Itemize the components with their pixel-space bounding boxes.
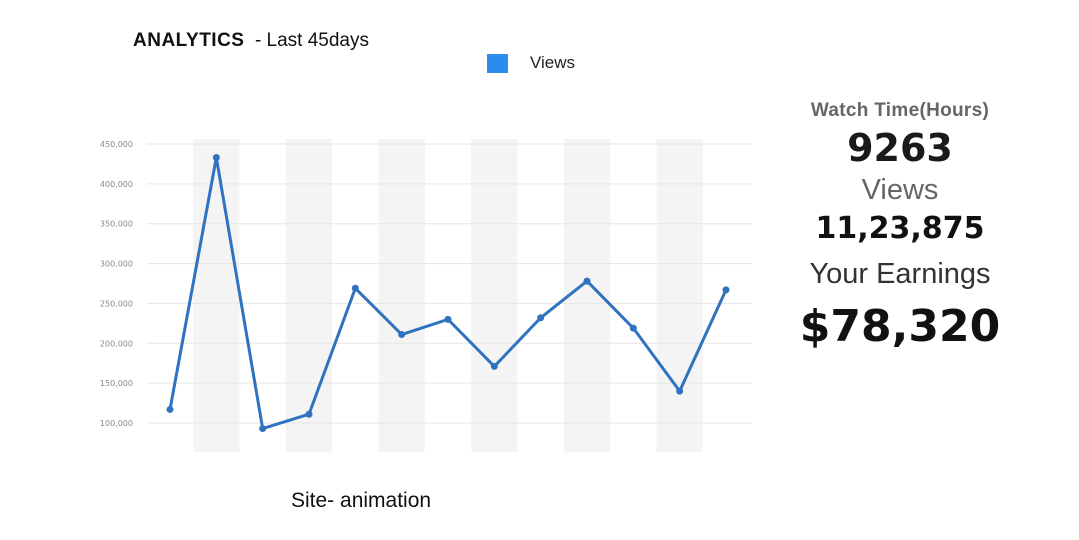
chart-band	[471, 139, 518, 452]
data-point	[722, 286, 730, 294]
data-point	[490, 362, 498, 370]
chart-band	[656, 139, 703, 452]
data-point	[444, 315, 452, 323]
line-chart: 100,000 150,000 200,000 250,000 300,000 350,0…	[100, 139, 752, 452]
chart-bands	[193, 139, 703, 452]
data-point	[583, 277, 591, 285]
legend-swatch	[487, 53, 508, 73]
earnings-label: Your Earnings	[809, 258, 991, 290]
views-value: 11,23,875	[815, 211, 985, 246]
chart-legend: Views	[487, 53, 575, 73]
x-axis-label: Site- animation	[291, 489, 432, 512]
data-point	[676, 387, 684, 395]
data-point	[305, 410, 313, 418]
series-line-views	[168, 156, 728, 431]
y-axis-ticks: 100,000 150,000 200,000 250,000 300,000 350,0…	[100, 140, 133, 428]
y-tick-label: 250,000	[100, 299, 133, 308]
y-tick-label: 100,000	[100, 419, 133, 428]
chart-band	[378, 139, 425, 452]
data-point	[212, 154, 220, 162]
title-main: ANALYTICS	[133, 30, 245, 51]
data-point	[351, 284, 359, 292]
y-tick-label: 450,000	[100, 140, 133, 149]
views-label: Views	[861, 174, 939, 206]
data-point	[166, 405, 174, 413]
chart-gridlines	[147, 143, 752, 424]
stats-panel: Watch Time(Hours) 9263 Views 11,23,875 Y…	[775, 100, 1025, 352]
y-tick-label: 350,000	[100, 220, 133, 229]
chart-band	[285, 139, 333, 452]
y-tick-label: 200,000	[100, 339, 133, 348]
data-point	[537, 314, 545, 322]
data-point	[398, 331, 406, 339]
title-subtitle: - Last 45days	[254, 30, 370, 51]
chart-title: ANALYTICS - Last 45days	[133, 30, 369, 52]
legend-label-views: Views	[530, 53, 576, 72]
chart-band	[193, 139, 240, 452]
watch-time-label: Watch Time(Hours)	[810, 100, 990, 121]
y-tick-label: 400,000	[100, 180, 133, 189]
data-point	[629, 324, 637, 332]
y-tick-label: 150,000	[100, 379, 133, 388]
y-tick-label: 300,000	[100, 260, 133, 269]
data-point	[259, 425, 267, 433]
series-points	[166, 154, 730, 433]
earnings-value: $78,320	[799, 301, 1001, 352]
watch-time-value: 9263	[847, 126, 953, 170]
